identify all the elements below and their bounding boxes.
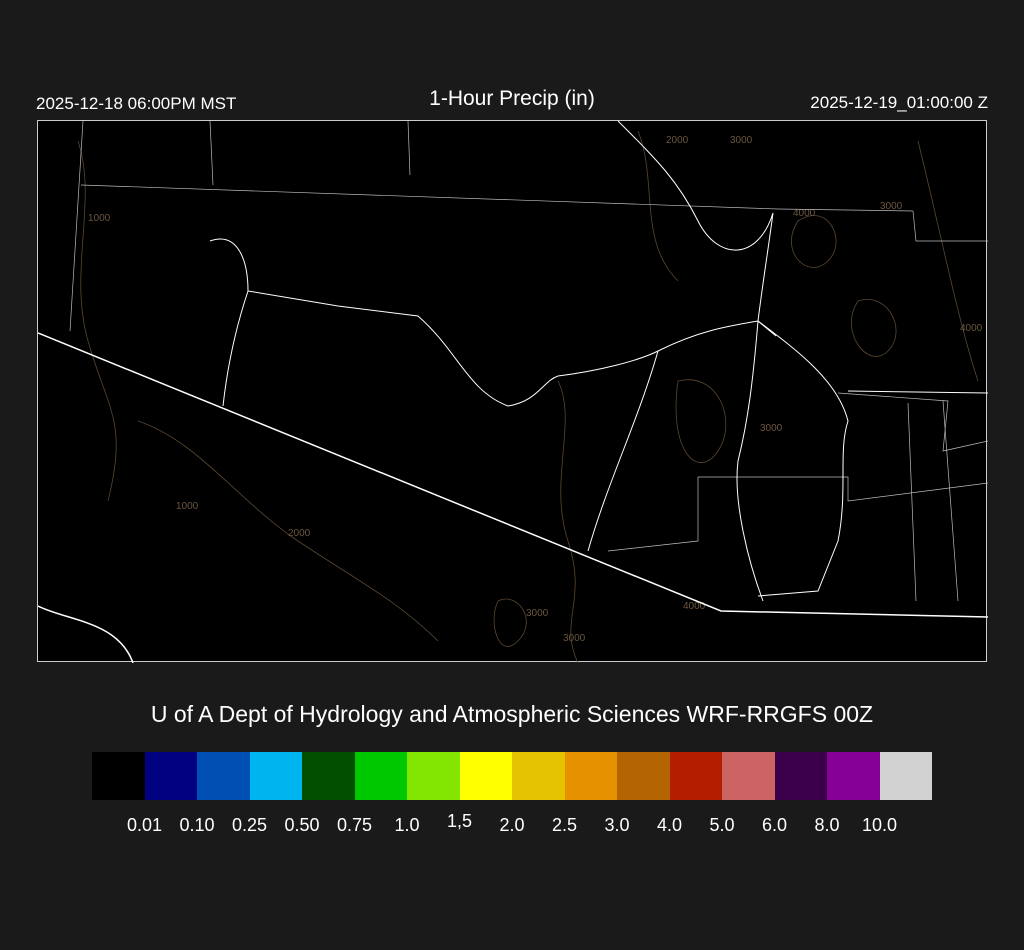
- colorbar-swatch: [722, 752, 775, 800]
- contour-label: 3000: [760, 423, 783, 434]
- colorbar-label: 10.0: [861, 815, 898, 835]
- contour-label: 1000: [88, 213, 111, 224]
- colorbar-label: 8.0: [814, 815, 840, 835]
- colorbar-swatch: [354, 752, 407, 800]
- international-border: [37, 332, 989, 664]
- colorbar-swatch: [774, 752, 827, 800]
- precip-map: 1000 2000 3000 4000 3000 4000 3000 1000 …: [37, 120, 989, 664]
- valid-time-local: 2025-12-18 06:00PM MST: [36, 94, 237, 113]
- contour-label: 3000: [880, 201, 903, 212]
- colorbar-label: 3.0: [604, 815, 630, 835]
- colorbar-label: 0.10: [179, 815, 215, 835]
- colorbar-swatch: [197, 752, 250, 800]
- precip-colorbar: [92, 752, 932, 800]
- colorbar-swatch: [617, 752, 670, 800]
- county-boundaries: [69, 120, 989, 602]
- colorbar-swatch: [459, 752, 512, 800]
- terrain-contours: [77, 130, 979, 664]
- contour-label: 3000: [563, 633, 586, 644]
- colorbar-label: 1,5: [446, 811, 473, 831]
- colorbar-label: 2.0: [499, 815, 525, 835]
- colorbar-label: 0.75: [336, 815, 373, 835]
- contour-label: 2000: [666, 135, 689, 146]
- colorbar-label: 0.50: [284, 815, 320, 835]
- colorbar-label: 2.5: [551, 815, 578, 835]
- colorbar-label: 0.25: [231, 815, 268, 835]
- colorbar-swatch: [879, 752, 932, 800]
- contour-label: 3000: [730, 135, 753, 146]
- colorbar-swatch: [827, 752, 880, 800]
- contour-label: 2000: [288, 528, 311, 539]
- colorbar-label: 0.01: [126, 815, 163, 835]
- map-canvas: 1000 2000 3000 4000 3000 4000 3000 1000 …: [37, 120, 989, 664]
- colorbar-label: 4.0: [656, 815, 683, 835]
- colorbar-swatch: [144, 752, 197, 800]
- contour-label: 1000: [176, 501, 199, 512]
- colorbar-swatch: [92, 752, 145, 800]
- colorbar-swatch: [249, 752, 302, 800]
- colorbar-swatch: [669, 752, 722, 800]
- colorbar-label: 6.0: [761, 815, 788, 835]
- colorbar-swatch: [302, 752, 355, 800]
- contour-label: 3000: [526, 608, 549, 619]
- colorbar-swatch: [407, 752, 460, 800]
- map-title: 1-Hour Precip (in): [429, 87, 595, 110]
- road-and-state-lines: [209, 120, 989, 602]
- colorbar-swatch: [564, 752, 617, 800]
- colorbar-label: 5.0: [709, 815, 735, 835]
- contour-label: 4000: [683, 601, 706, 612]
- valid-time-utc: 2025-12-19_01:00:00 Z: [810, 93, 988, 112]
- colorbar-labels: 0.01 0.10 0.25 0.50 0.75 1.0 1,5 2.0 2.5 3.0 4.0 5.…: [92, 811, 932, 839]
- contour-labels: 1000 2000 3000 4000 3000 4000 3000 1000 …: [88, 135, 983, 644]
- contour-label: 4000: [960, 323, 983, 334]
- colorbar-label: 1.0: [394, 815, 420, 835]
- contour-label: 4000: [793, 208, 816, 219]
- colorbar-swatch: [512, 752, 565, 800]
- model-credit: U of A Dept of Hydrology and Atmospheric…: [150, 701, 874, 727]
